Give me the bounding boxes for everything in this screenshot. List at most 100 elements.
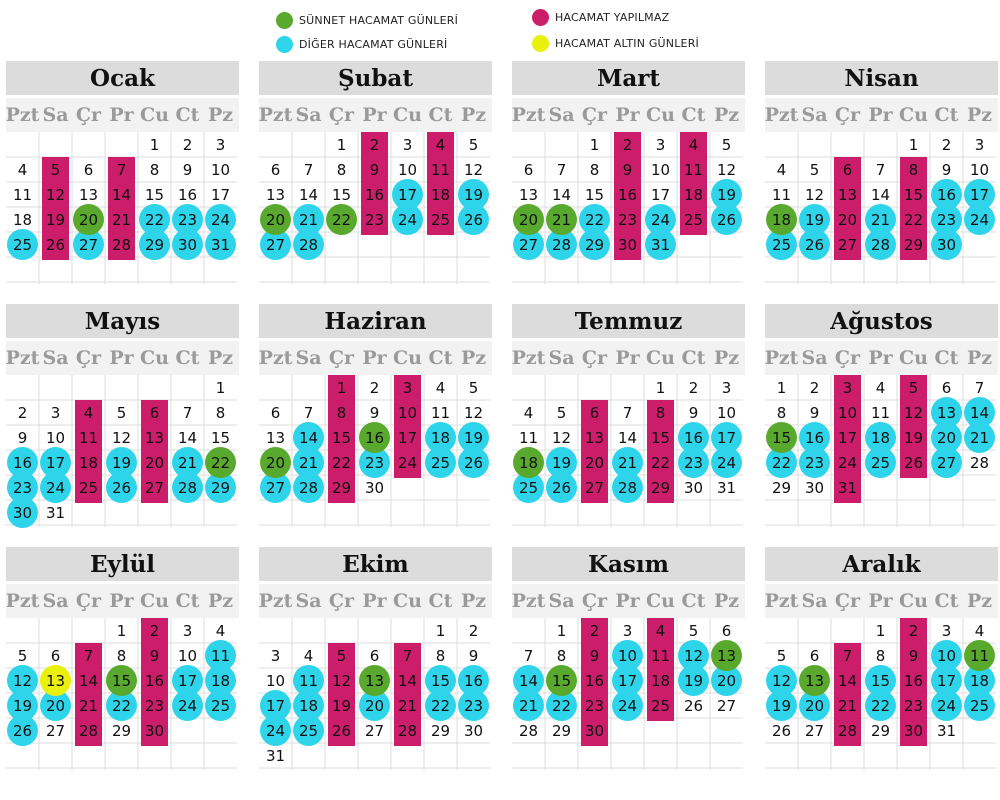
day-cell: 17 <box>45 453 66 472</box>
month-title: Kasım <box>512 547 745 581</box>
day-cell: 9 <box>369 403 380 422</box>
weekday-label: Pz <box>460 347 487 369</box>
day-cell: 22 <box>111 696 132 715</box>
day-cell: 5 <box>908 378 919 397</box>
weekday-label: Pz <box>207 590 234 612</box>
day-cell: 18 <box>650 671 671 690</box>
weekday-header: Pzt Sa Çr Pr Cu Ct Pz <box>259 338 492 375</box>
weekday-label: Sa <box>548 590 575 612</box>
diger-day-marker <box>766 690 797 721</box>
day-cell: 13 <box>265 428 286 447</box>
day-cell: 25 <box>430 453 451 472</box>
weekday-label: Pzt <box>258 590 293 612</box>
sunnet-day-marker <box>546 665 577 696</box>
forbidden-column-bar <box>427 132 454 235</box>
day-cell: 7 <box>303 160 314 179</box>
diger-day-marker <box>172 690 203 721</box>
diger-day-marker <box>612 690 643 721</box>
month-title: Mayıs <box>6 304 239 338</box>
day-cell: 7 <box>556 160 567 179</box>
day-cell: 14 <box>969 403 990 422</box>
day-cell: 22 <box>903 210 924 229</box>
day-cell: 11 <box>78 428 99 447</box>
weekday-label: Ct <box>934 104 959 126</box>
day-cell: 15 <box>771 428 792 447</box>
day-cell: 16 <box>463 671 484 690</box>
diger-day-marker <box>7 715 38 746</box>
day-cell: 1 <box>149 135 160 154</box>
sunnet-day-marker <box>711 640 742 671</box>
day-cell: 2 <box>589 621 600 640</box>
diger-day-marker <box>931 229 962 260</box>
day-cell: 26 <box>551 478 572 497</box>
day-cell: 27 <box>804 721 825 740</box>
sunnet-day-marker <box>799 665 830 696</box>
weekday-label: Pzt <box>764 590 799 612</box>
day-cell: 30 <box>936 235 957 254</box>
day-cell: 7 <box>842 646 853 665</box>
weekday-label: Pzt <box>258 347 293 369</box>
forbidden-column-bar <box>581 400 608 503</box>
weekday-label: Pzt <box>5 347 40 369</box>
day-cell: 1 <box>336 135 347 154</box>
day-cell: 1 <box>875 621 886 640</box>
day-cell: 14 <box>397 671 418 690</box>
day-cell: 11 <box>430 160 451 179</box>
day-cell: 4 <box>974 621 985 640</box>
weekday-label: Ct <box>681 347 706 369</box>
day-cell: 28 <box>111 235 132 254</box>
day-cell: 16 <box>364 185 385 204</box>
diger-day-marker <box>513 690 544 721</box>
day-cell: 5 <box>468 135 479 154</box>
day-cell: 15 <box>650 428 671 447</box>
day-cell: 16 <box>12 453 33 472</box>
weekday-label: Cu <box>646 347 675 369</box>
weekday-label: Ct <box>428 347 453 369</box>
day-cell: 19 <box>463 428 484 447</box>
day-cell: 28 <box>551 235 572 254</box>
day-cell: 17 <box>837 428 858 447</box>
day-cell: 2 <box>17 403 28 422</box>
day-cell: 12 <box>771 671 792 690</box>
day-cell: 14 <box>78 671 99 690</box>
day-cell: 27 <box>265 235 286 254</box>
day-cell: 21 <box>518 696 539 715</box>
day-cell: 4 <box>688 135 699 154</box>
day-cell: 17 <box>969 185 990 204</box>
day-cell: 4 <box>215 621 226 640</box>
weekday-label: Pr <box>615 104 640 126</box>
day-cell: 18 <box>430 428 451 447</box>
day-cell: 23 <box>617 210 638 229</box>
day-cell: 17 <box>716 428 737 447</box>
day-cell: 8 <box>589 160 600 179</box>
day-cell: 14 <box>177 428 198 447</box>
day-cell: 13 <box>936 403 957 422</box>
diger-day-marker <box>799 229 830 260</box>
day-cell: 23 <box>364 453 385 472</box>
day-cell: 14 <box>298 185 319 204</box>
day-cell: 21 <box>78 696 99 715</box>
day-cell: 18 <box>870 428 891 447</box>
day-cell: 3 <box>842 378 853 397</box>
day-cell: 30 <box>177 235 198 254</box>
day-cell: 10 <box>650 160 671 179</box>
day-cell: 29 <box>551 721 572 740</box>
yellow-dot-icon <box>532 34 549 52</box>
day-cell: 18 <box>78 453 99 472</box>
diger-day-marker <box>546 472 577 503</box>
day-grid: 1 2 3 4 5 6 7 8 9 10 11 12 13 14 15 16 17 18 19 20 21 22 23 24 2… <box>512 618 745 770</box>
day-cell: 6 <box>270 160 281 179</box>
day-cell: 9 <box>369 160 380 179</box>
diger-day-marker <box>260 715 291 746</box>
weekday-header: Pzt Sa Çr Pr Cu Ct Pz <box>259 95 492 132</box>
grid-lines <box>765 132 996 284</box>
day-cell: 2 <box>688 378 699 397</box>
day-cell: 22 <box>210 453 231 472</box>
day-cell: 7 <box>303 403 314 422</box>
day-cell: 23 <box>683 453 704 472</box>
diger-day-marker <box>964 422 995 453</box>
day-cell: 30 <box>364 478 385 497</box>
day-cell: 8 <box>776 403 787 422</box>
weekday-label: Pz <box>966 590 993 612</box>
weekday-label: Çr <box>75 347 102 369</box>
